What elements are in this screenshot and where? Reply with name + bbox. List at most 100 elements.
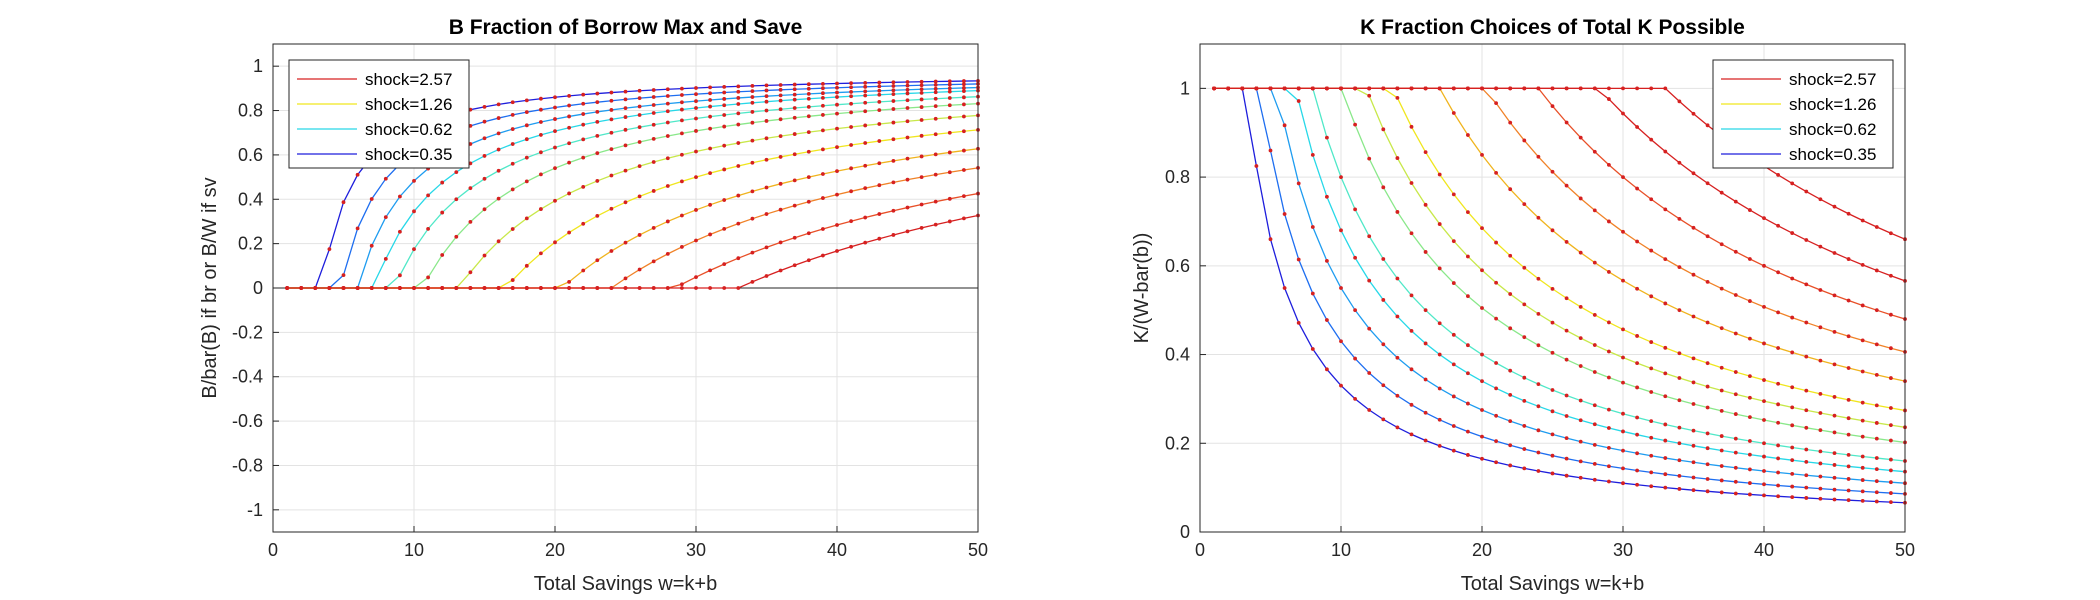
right-data-point: [1607, 219, 1611, 224]
left-data-point: [736, 141, 741, 145]
left-data-point: [426, 193, 430, 198]
left-data-point: [891, 208, 896, 213]
left-data-point: [849, 125, 853, 129]
left-data-point: [947, 103, 952, 108]
right-data-point: [1804, 189, 1809, 194]
right-data-point: [1705, 405, 1710, 410]
right-data-point: [1310, 291, 1315, 296]
left-y-tick-label: -1: [247, 500, 263, 520]
right-data-point: [1451, 362, 1456, 367]
right-data-point: [1762, 399, 1766, 404]
left-data-point: [891, 120, 896, 125]
left-data-point: [962, 102, 966, 107]
left-data-point: [609, 90, 614, 95]
left-data-point: [609, 173, 614, 178]
right-legend-label-3: shock=0.62: [1789, 120, 1876, 139]
right-data-point: [1705, 477, 1710, 481]
right-data-point: [1409, 432, 1414, 437]
left-chart-title: B Fraction of Borrow Max and Save: [449, 16, 803, 39]
left-data-point: [637, 286, 642, 290]
left-data-point: [919, 97, 924, 102]
right-data-point: [1860, 498, 1865, 503]
right-data-point: [1860, 478, 1865, 482]
right-data-point: [1719, 490, 1724, 495]
right-data-point: [1762, 418, 1766, 422]
right-ticks: 0 10 20 30 40 50 0 0.2 0.4 0.6 0.8 1: [1165, 78, 1915, 560]
left-data-point: [933, 83, 938, 87]
left-data-point: [581, 184, 586, 189]
left-data-point: [595, 179, 600, 183]
left-data-point: [609, 117, 614, 122]
right-data-point: [1607, 407, 1611, 412]
right-data-point: [1691, 314, 1696, 319]
right-data-point: [1748, 257, 1752, 261]
left-data-point: [553, 198, 557, 203]
right-data-point: [1832, 395, 1837, 399]
left-data-point: [708, 126, 712, 131]
right-data-point: [1733, 412, 1738, 416]
right-data-point: [1705, 384, 1710, 389]
left-data-point: [553, 95, 557, 100]
left-data-point: [454, 286, 459, 290]
right-data-point: [1339, 228, 1343, 233]
left-data-point: [708, 104, 712, 109]
right-data-point: [1832, 251, 1837, 255]
left-data-point: [651, 160, 656, 164]
left-data-point: [792, 97, 797, 102]
right-data-point: [1480, 153, 1484, 157]
left-y-tick-label: 0.4: [238, 189, 263, 209]
left-data-point: [412, 209, 416, 214]
left-data-point: [651, 95, 656, 99]
left-data-point: [637, 194, 642, 199]
left-data-point: [863, 215, 868, 220]
right-data-point: [1677, 458, 1682, 463]
left-data-point: [736, 89, 741, 94]
right-chart: 0 10 20 30 40 50 0 0.2 0.4 0.6 0.8 1 K Fraction Cho…: [1131, 16, 1915, 595]
left-data-point: [609, 206, 614, 211]
right-data-point: [1282, 286, 1287, 290]
right-data-point: [1564, 436, 1569, 441]
right-data-point: [1677, 308, 1682, 313]
right-data-point: [1550, 169, 1555, 174]
right-data-point: [1296, 257, 1301, 262]
right-data-point: [1663, 149, 1668, 154]
left-legend-label-2: shock=1.26: [365, 95, 452, 114]
left-data-point: [764, 212, 769, 216]
left-data-point: [835, 90, 839, 95]
left-data-point: [905, 106, 910, 110]
right-data-point: [1860, 434, 1865, 439]
left-data-point: [637, 164, 642, 169]
left-series-lines: [285, 78, 980, 290]
left-data-point: [694, 116, 698, 121]
right-y-axis-label: K/(W-bar(b)): [1131, 233, 1153, 344]
right-data-point: [1494, 170, 1498, 175]
right-data-point: [1733, 392, 1738, 397]
left-data-point: [440, 180, 445, 185]
right-data-point: [1494, 386, 1498, 391]
left-data-point: [905, 83, 910, 88]
right-data-point: [1776, 470, 1780, 475]
right-data-point: [1564, 414, 1569, 418]
right-data-point: [1466, 453, 1470, 457]
right-data-point: [1508, 253, 1513, 258]
left-data-point: [962, 86, 966, 90]
right-data-point: [1804, 485, 1809, 490]
right-legend-label-1: shock=2.57: [1789, 70, 1876, 89]
left-data-point: [919, 175, 924, 179]
left-data-point: [806, 86, 811, 91]
left-data-point: [680, 100, 684, 105]
left-data-point: [623, 106, 628, 111]
left-data-point: [933, 90, 938, 95]
right-data-point: [1621, 175, 1625, 179]
right-data-point: [1846, 416, 1851, 421]
left-data-point: [947, 86, 952, 91]
right-data-point: [1367, 156, 1372, 161]
right-data-point: [1310, 153, 1315, 157]
right-data-point: [1889, 376, 1893, 380]
right-data-point: [1621, 466, 1625, 471]
right-data-point: [1550, 388, 1555, 392]
right-x-tick-label: 0: [1195, 540, 1205, 560]
right-data-point: [1846, 257, 1851, 261]
left-data-point: [806, 149, 811, 154]
left-data-point: [708, 286, 712, 290]
